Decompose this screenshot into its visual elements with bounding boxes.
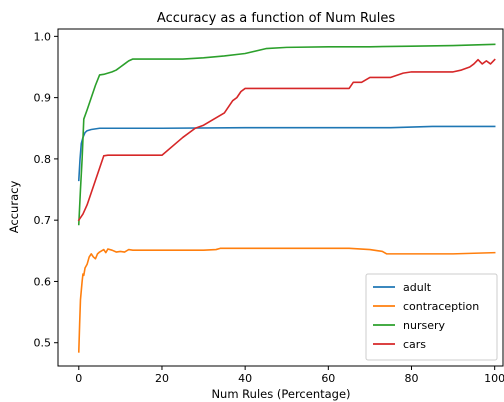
y-tick-label: 0.6 — [34, 275, 52, 288]
x-tick-label: 20 — [155, 372, 169, 385]
x-axis: 0 20 40 60 80 100 — [75, 366, 504, 385]
series-line-nursery — [77, 43, 496, 226]
legend-label-cars: cars — [403, 338, 426, 351]
x-tick-label: 0 — [75, 372, 82, 385]
y-tick-label: 0.9 — [34, 92, 52, 105]
x-tick-label: 60 — [321, 372, 335, 385]
series-line-cars — [77, 58, 496, 222]
y-tick-label: 0.7 — [34, 214, 52, 227]
y-tick-label: 0.8 — [34, 153, 52, 166]
y-tick-label: 1.0 — [34, 30, 52, 43]
series-line-contraception — [77, 247, 496, 353]
legend-label-contraception: contraception — [403, 300, 479, 313]
plot-frame — [57, 28, 504, 367]
y-axis-label: Accuracy — [7, 181, 21, 234]
x-tick-label: 40 — [238, 372, 252, 385]
x-tick-label: 80 — [405, 372, 419, 385]
x-tick-label: 100 — [484, 372, 504, 385]
legend-frame — [365, 273, 498, 361]
chart-title: Accuracy as a function of Num Rules — [157, 11, 395, 26]
series-line-adult — [77, 125, 496, 182]
x-axis-label: Num Rules (Percentage) — [211, 387, 350, 401]
legend-label-nursery: nursery — [403, 319, 445, 332]
y-axis: 0.5 0.6 0.7 0.8 0.9 1.0 — [34, 30, 58, 350]
legend-label-adult: adult — [403, 281, 432, 294]
plot-area — [57, 28, 504, 367]
y-tick-label: 0.5 — [34, 337, 52, 350]
legend: adult contraception nursery cars — [365, 273, 498, 361]
